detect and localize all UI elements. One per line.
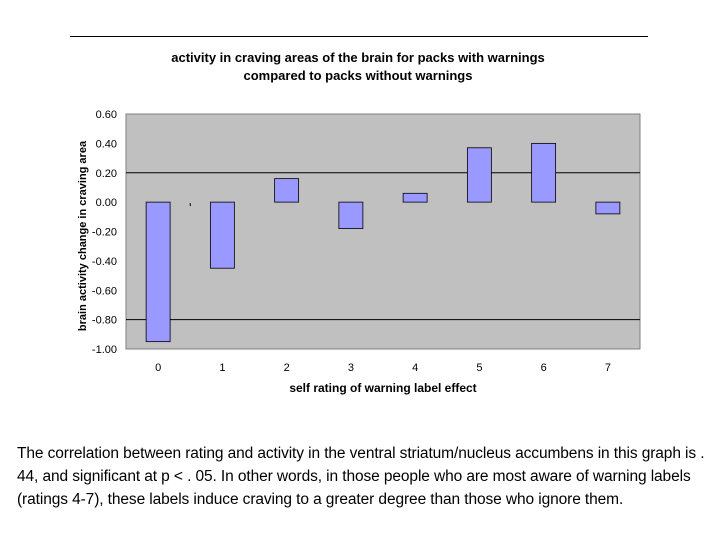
y-tick-label: -0.40: [92, 256, 117, 268]
y-axis-label: brain activity change in craving area: [77, 140, 89, 331]
y-tick-label: -0.60: [92, 285, 117, 297]
y-tick-label: 0.60: [96, 109, 117, 121]
plot-area: [125, 113, 641, 350]
y-tick-label: -0.20: [92, 227, 117, 239]
chart-title-line-1: activity in craving areas of the brain f…: [171, 50, 545, 65]
bar-0: [145, 201, 171, 343]
caption-text: The correlation between rating and activ…: [17, 445, 705, 508]
x-axis-label: self rating of warning label effect: [289, 381, 476, 395]
bars: [145, 142, 621, 343]
y-tick-labels: 0.60 0.40 0.20 0.00 -0.20 -0.40 -0.60 -0.80 -1.0…: [92, 109, 117, 356]
x-tick-label: 4: [412, 362, 418, 374]
y-tick-label: -0.80: [92, 315, 117, 327]
bar-4: [402, 192, 428, 203]
bar-1: [209, 201, 235, 269]
y-tick-label: -1.00: [92, 344, 117, 356]
top-divider: [70, 36, 648, 37]
bar-6: [531, 142, 557, 203]
bar-5: [466, 147, 492, 203]
x-tick-label: 0: [155, 362, 161, 374]
y-tick-label: 0.20: [96, 168, 117, 180]
x-tick-label: 5: [476, 362, 482, 374]
y-tick-label: 0.00: [96, 197, 117, 209]
x-tick-label: 7: [605, 362, 611, 374]
y-tick-label: 0.40: [96, 138, 117, 150]
bar-3: [338, 201, 364, 229]
x-tick-label: 6: [541, 362, 547, 374]
bar-2: [274, 178, 300, 203]
x-tick-label: 1: [219, 362, 225, 374]
x-tick-label: 3: [348, 362, 354, 374]
x-tick-label: 2: [284, 362, 290, 374]
x-tick-labels: 0 1 2 3 4 5 6 7: [155, 362, 611, 374]
chart-title-line-2: compared to packs without warnings: [244, 68, 473, 83]
bar-7: [595, 201, 621, 215]
bar-chart: activity in craving areas of the brain f…: [77, 50, 641, 395]
